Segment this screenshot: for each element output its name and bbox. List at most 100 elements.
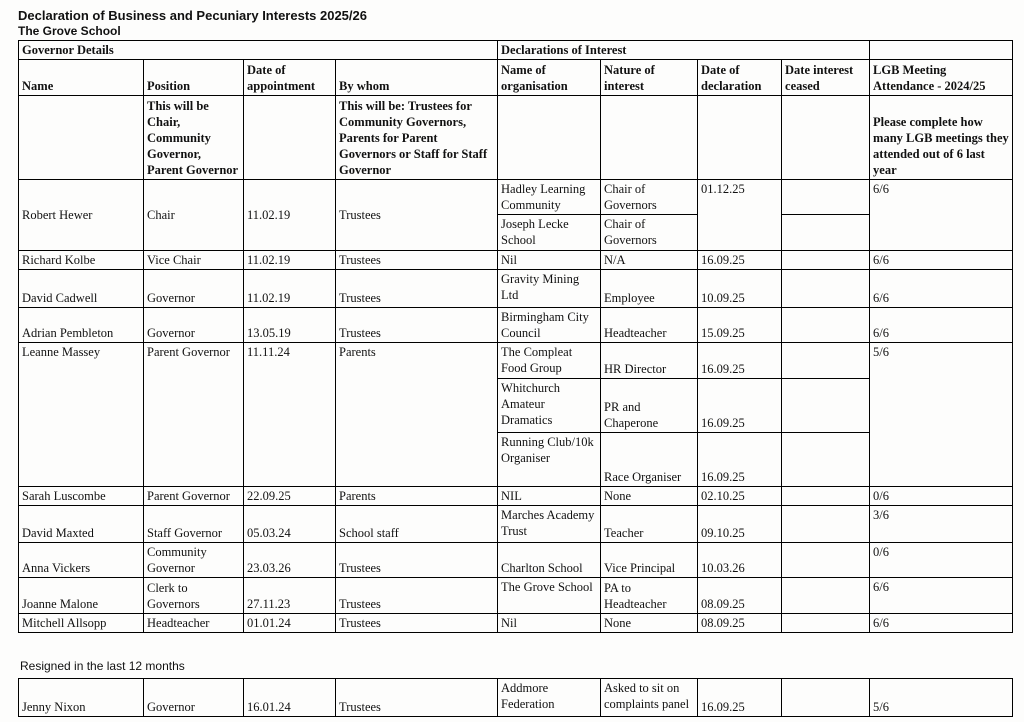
cell-date-of-appointment: 01.01.24 — [243, 613, 336, 633]
cell-organisation: The Grove School — [497, 577, 602, 614]
cell-lgb-attendance: 0/6 — [869, 542, 1014, 578]
cell-organisation: NIL — [497, 486, 602, 506]
cell-name: Robert Hewer — [18, 179, 144, 251]
cell-nature-of-interest: Vice Principal — [600, 542, 699, 578]
cell-lgb-attendance: 5/6 — [869, 342, 1014, 487]
cell-lgb-attendance: 5/6 — [869, 678, 1013, 717]
cell-date-interest-ceased — [781, 613, 871, 633]
cell-position: Vice Chair — [143, 250, 244, 270]
section-declarations-of-interest: Declarations of Interest — [497, 40, 871, 60]
cell-organisation: Nil — [497, 250, 602, 270]
cell-position: Chair — [143, 179, 244, 251]
cell-nature-of-interest: HR Director — [600, 342, 699, 379]
cell-date-of-declaration: 15.09.25 — [697, 307, 783, 343]
cell-by-whom: Trustees — [334, 542, 499, 578]
col-header-date-of-appointment: Date of appointment — [243, 59, 336, 96]
section-governor-details: Governor Details — [17, 40, 499, 60]
cell-name: David Cadwell — [18, 269, 144, 308]
cell-date-interest-ceased — [781, 342, 871, 379]
cell-nature-of-interest: Chair of Governors — [600, 214, 699, 251]
cell-position: Governor — [143, 269, 244, 308]
cell-date-interest-ceased — [781, 505, 871, 543]
row-leanne-massey-interest-3: Running Club/10k Organiser Race Organise… — [19, 432, 1013, 487]
cell-organisation: Nil — [497, 613, 602, 633]
cell-organisation: Running Club/10k Organiser — [497, 432, 602, 487]
cell-position: Parent Governor — [143, 342, 244, 487]
cell-by-whom: School staff — [334, 505, 499, 543]
cell-blank — [497, 95, 602, 180]
cell-nature-of-interest: Teacher — [600, 505, 699, 543]
cell-blank — [781, 95, 871, 180]
cell-date-of-declaration: 09.10.25 — [697, 505, 783, 543]
cell-organisation: Charlton School — [497, 542, 602, 578]
col-header-name: Name — [18, 59, 144, 96]
cell-by-whom: Parents — [334, 342, 499, 487]
cell-lgb-attendance: 6/6 — [869, 179, 1014, 251]
col-header-date-of-declaration: Date of declaration — [697, 59, 783, 96]
row-sarah-luscombe: Sarah Luscombe Parent Governor 22.09.25 … — [18, 486, 1014, 506]
cell-by-whom: Trustees — [335, 678, 498, 717]
cell-date-of-declaration: 16.09.25 — [697, 678, 782, 717]
cell-name: Jenny Nixon — [18, 678, 144, 717]
cell-date-interest-ceased — [781, 179, 871, 215]
cell-name: David Maxted — [18, 505, 144, 543]
cell-organisation: The Compleat Food Group — [497, 342, 602, 379]
cell-organisation: Gravity Mining Ltd — [497, 269, 602, 308]
cell-lgb-attendance: 6/6 — [869, 307, 1014, 343]
row-leanne-massey: Leanne Massey Parent Governor 11.11.24 P… — [18, 342, 1014, 487]
col-header-position: Position — [143, 59, 244, 96]
cell-organisation: Hadley Learning Community — [497, 179, 602, 215]
cell-blank — [697, 95, 783, 180]
cell-date-interest-ceased — [781, 432, 871, 487]
cell-date-of-declaration: 10.03.26 — [697, 542, 783, 578]
cell-by-whom: Trustees — [334, 577, 499, 614]
cell-date-of-declaration: 16.09.25 — [697, 432, 783, 487]
row-david-cadwell: David Cadwell Governor 11.02.19 Trustees… — [18, 269, 1014, 308]
cell-nature-of-interest: Race Organiser — [600, 432, 699, 487]
cell-date-interest-ceased — [781, 577, 871, 614]
cell-date-interest-ceased — [781, 678, 870, 717]
cell-position: Parent Governor — [143, 486, 244, 506]
cell-date-of-declaration: 16.09.25 — [697, 250, 783, 270]
cell-name: Richard Kolbe — [18, 250, 144, 270]
cell-date-of-appointment: 11.02.19 — [243, 179, 336, 251]
cell-position: Clerk to Governors — [143, 577, 244, 614]
cell-date-of-appointment: 11.11.24 — [243, 342, 336, 487]
cell-by-whom: Parents — [334, 486, 499, 506]
row-robert-hewer: Robert Hewer Chair 11.02.19 Trustees Had… — [18, 179, 1014, 251]
cell-position: Governor — [143, 678, 244, 717]
cell-position: Headteacher — [143, 613, 244, 633]
cell-date-of-appointment: 27.11.23 — [243, 577, 336, 614]
cell-organisation: Joseph Lecke School — [497, 214, 602, 251]
cell-name: Sarah Luscombe — [18, 486, 144, 506]
col-header-by-whom: By whom — [334, 59, 499, 96]
cell-by-whom: Trustees — [334, 613, 499, 633]
row-leanne-massey-interest-2: Whitchurch Amateur Dramatics PR and Chap… — [19, 378, 1013, 433]
cell-nature-of-interest: N/A — [600, 250, 699, 270]
cell-date-of-declaration: 02.10.25 — [697, 486, 783, 506]
declarations-table: Governor Details Declarations of Interes… — [17, 40, 1014, 633]
cell-date-of-appointment: 11.02.19 — [243, 250, 336, 270]
col-header-date-interest-ceased: Date interest ceased — [781, 59, 871, 96]
row-mitchell-allsopp: Mitchell Allsopp Headteacher 01.01.24 Tr… — [18, 613, 1014, 633]
cell-date-of-declaration: 16.09.25 — [697, 342, 783, 379]
cell-by-whom: Trustees — [334, 179, 499, 251]
cell-date-interest-ceased — [781, 486, 871, 506]
cell-date-of-declaration: 08.09.25 — [697, 613, 783, 633]
col-header-name-of-organisation: Name of organisation — [497, 59, 602, 96]
cell-organisation: Marches Academy Trust — [497, 505, 602, 543]
cell-date-interest-ceased — [781, 250, 871, 270]
cell-nature-of-interest: None — [600, 486, 699, 506]
resigned-section-heading: Resigned in the last 12 months — [20, 659, 185, 673]
cell-position: Staff Governor — [143, 505, 244, 543]
cell-nature-of-interest: Employee — [600, 269, 699, 308]
cell-nature-of-interest: PR and Chaperone — [600, 378, 699, 433]
cell-lgb-attendance: 6/6 — [869, 269, 1014, 308]
section-header-row: Governor Details Declarations of Interes… — [17, 40, 1014, 60]
document-title: Declaration of Business and Pecuniary In… — [18, 8, 367, 23]
instruction-lgb: Please complete how many LGB meetings th… — [869, 95, 1014, 180]
row-adrian-pembleton: Adrian Pembleton Governor 13.05.19 Trust… — [18, 307, 1014, 343]
cell-date-interest-ceased — [781, 307, 871, 343]
cell-lgb-attendance: 3/6 — [869, 505, 1014, 543]
col-header-lgb-attendance: LGB Meeting Attendance - 2024/25 — [869, 59, 1014, 96]
